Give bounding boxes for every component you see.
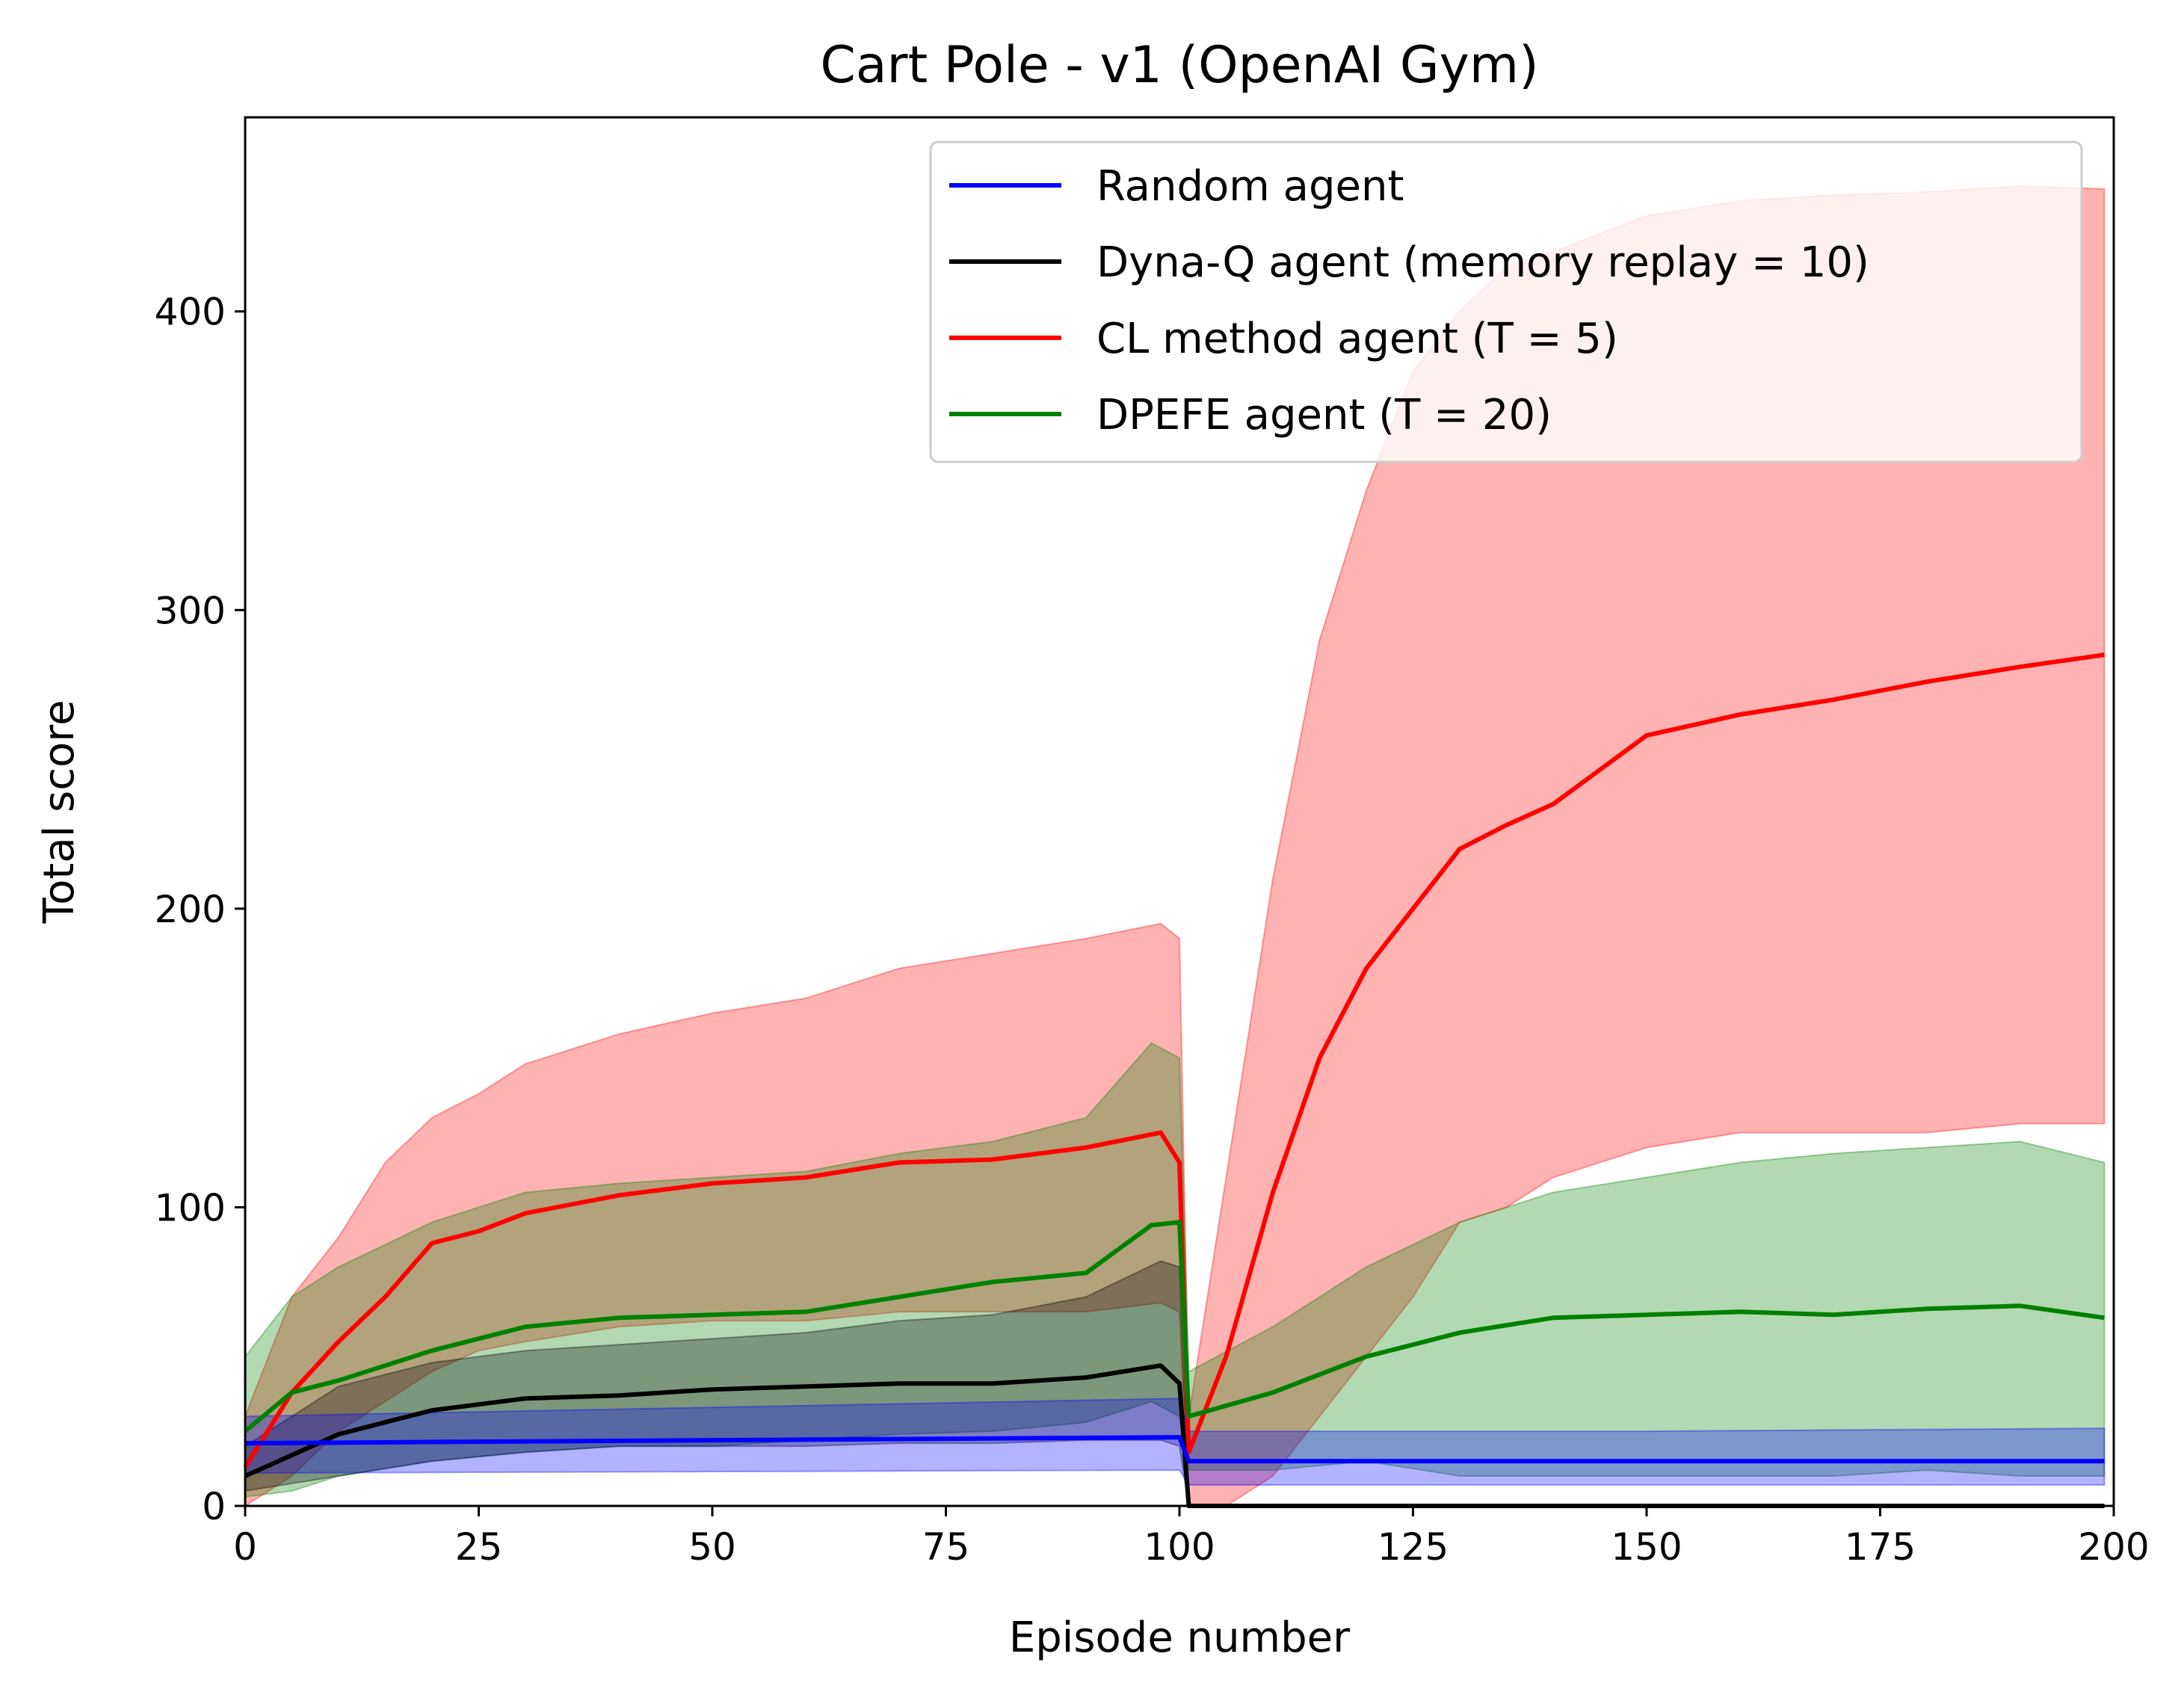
legend-label-dpefe-agent-t-20: DPEFE agent (T = 20) xyxy=(1096,391,1552,439)
legend-label-cl-method-agent-t-5: CL method agent (T = 5) xyxy=(1096,315,1618,363)
x-axis-label: Episode number xyxy=(1009,1614,1351,1662)
cl-method-agent-t-5-band xyxy=(244,185,2106,1507)
x-tick-label: 0 xyxy=(233,1525,257,1569)
y-tick-label: 400 xyxy=(155,291,226,334)
y-tick-label: 100 xyxy=(155,1186,226,1229)
x-tick-label: 100 xyxy=(1144,1525,1215,1569)
x-tick-label: 125 xyxy=(1378,1525,1449,1569)
x-tick-label: 150 xyxy=(1611,1525,1682,1569)
legend: Random agent Dyna-Q agent (memory replay … xyxy=(929,141,2083,463)
x-axis: 0 25 50 75 100 125 150 175 200 xyxy=(233,1506,2150,1569)
legend-label-dyna-q-agent-memory-replay-10: Dyna-Q agent (memory replay = 10) xyxy=(1096,238,1869,287)
y-axis: 0 100 200 300 400 xyxy=(155,291,245,1528)
dpefe-agent-t-20-line xyxy=(244,1220,2105,1433)
confidence-bands xyxy=(244,185,2106,1507)
x-tick-label: 50 xyxy=(688,1525,736,1569)
x-tick-label: 200 xyxy=(2078,1525,2149,1569)
random-agent-line xyxy=(244,1435,2105,1464)
x-tick-label: 175 xyxy=(1845,1525,1916,1569)
y-tick-label: 0 xyxy=(202,1485,226,1528)
x-tick-label: 25 xyxy=(455,1525,503,1569)
chart-title: Cart Pole - v1 (OpenAI Gym) xyxy=(820,36,1538,95)
series-lines xyxy=(243,652,2105,1508)
legend-box xyxy=(929,141,2083,463)
legend-label-random-agent: Random agent xyxy=(1096,162,1404,211)
y-tick-label: 200 xyxy=(155,888,226,931)
dyna-q-agent-memory-replay-10-line xyxy=(244,1363,2105,1508)
y-axis-label: Total score xyxy=(35,700,84,924)
y-tick-label: 300 xyxy=(155,589,226,632)
x-tick-label: 75 xyxy=(922,1525,970,1569)
